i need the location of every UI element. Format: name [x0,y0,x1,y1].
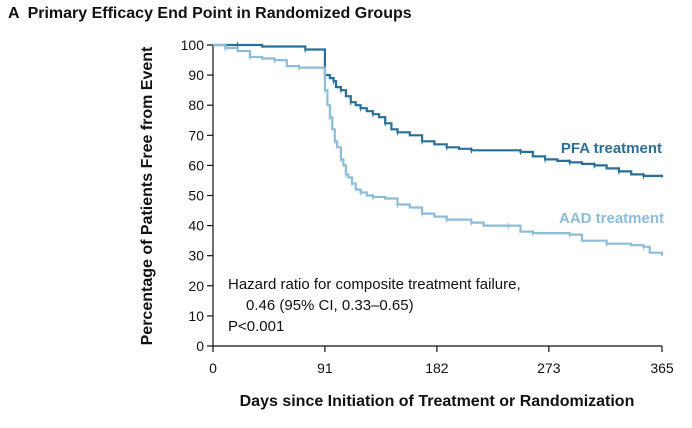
y-tick-label: 40 [188,218,204,234]
series-label-0: PFA treatment [561,140,662,157]
y-tick-label: 10 [188,308,204,324]
y-tick-label: 100 [181,37,205,53]
series-label-1: AAD treatment [559,210,664,227]
x-tick-label: 273 [537,360,561,376]
panel-heading: A Primary Efficacy End Point in Randomize… [8,5,412,23]
y-tick-label: 50 [188,188,204,204]
x-tick-label: 91 [317,360,333,376]
panel-title: Primary Efficacy End Point in Randomized… [27,5,412,22]
axes: 0 10 20 30 40 50 60 70 80 90 100 0 91 182 273 365 [181,37,674,376]
hazard-ratio-annotation: Hazard ratio for composite treatment fai… [228,276,521,335]
y-tick-label: 90 [188,67,204,83]
panel-letter: A [8,5,20,22]
series-line-0 [213,43,664,178]
series-labels: PFA treatment AAD treatment [559,140,664,227]
y-tick-label: 70 [188,127,204,143]
x-tick-label: 365 [650,360,674,376]
y-tick-label: 80 [188,97,204,113]
x-tick-label: 182 [425,360,449,376]
series-group [213,42,664,256]
x-axis-title: Days since Initiation of Treatment or Ra… [240,393,635,410]
annotation-line-2: 0.46 (95% CI, 0.33–0.65) [246,297,414,314]
x-tick-label: 0 [209,360,217,376]
annotation-line-1: Hazard ratio for composite treatment fai… [228,276,521,293]
annotation-line-3: P<0.001 [228,318,284,335]
y-tick-label: 0 [196,338,204,354]
y-tick-label: 20 [188,278,204,294]
y-tick-label: 30 [188,248,204,264]
y-tick-label: 60 [188,157,204,173]
y-axis-title: Percentage of Patients Free from Event [139,46,156,345]
